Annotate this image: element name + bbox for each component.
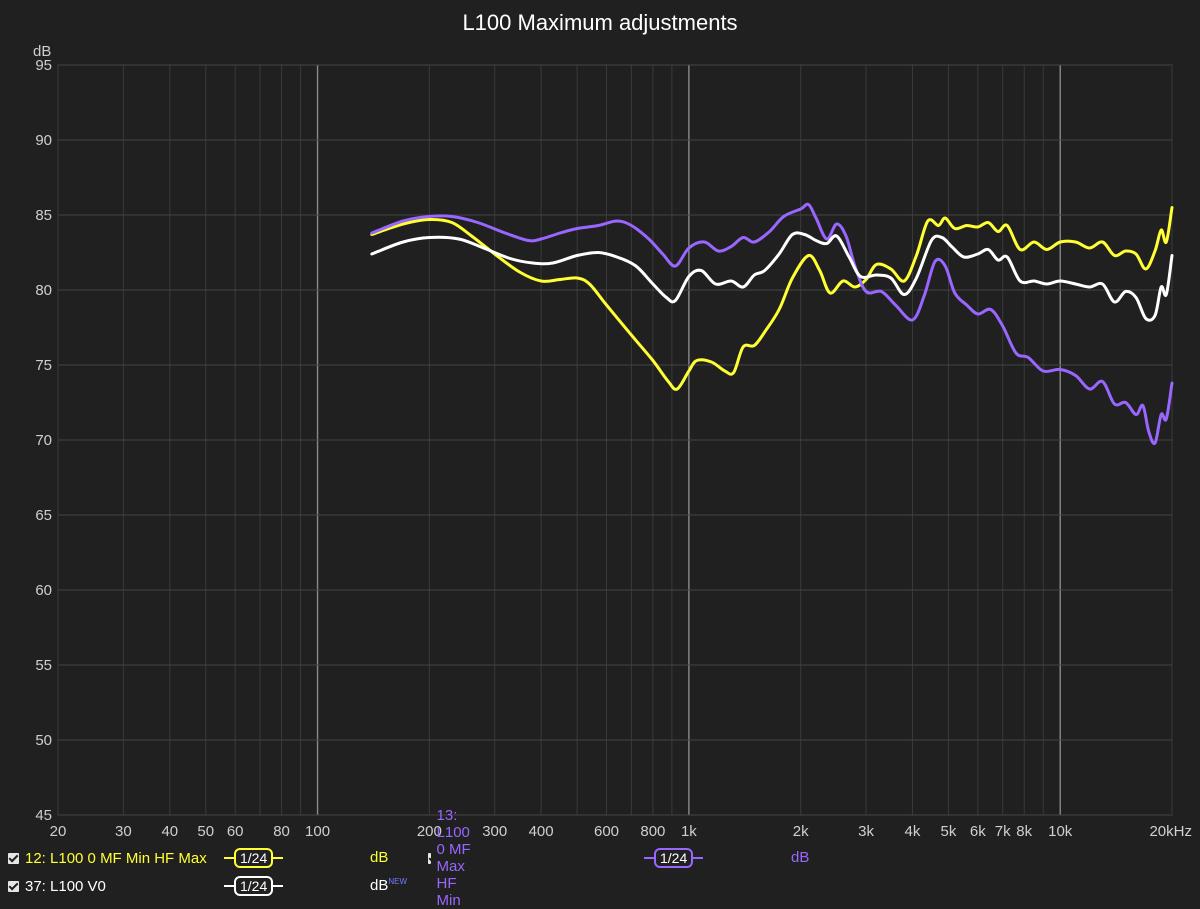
x-tick-label: 400 [529,823,554,840]
y-tick-label: 65 [35,507,52,524]
x-tick-label: 80 [273,823,290,840]
y-tick-label: 90 [35,132,52,149]
x-tick-label: 5k [941,823,957,840]
y-tick-label: 75 [35,357,52,374]
checkbox-13[interactable] [428,852,431,864]
series-line-3 [370,231,1174,322]
y-tick-label: 80 [35,282,52,299]
legend-label-13[interactable]: 13: L100 0 MF Max HF Min [436,807,471,909]
x-tick-label: 1k [681,823,697,840]
x-tick-label: 600 [594,823,619,840]
x-tick-label: 200 [417,823,442,840]
legend-item-37[interactable]: 37: L100 V0 [8,878,106,895]
series-line-1 [370,206,1174,391]
unit-12: dB [370,849,389,866]
chart-title: L100 Maximum adjustments [462,10,737,35]
x-tick-label: 10k [1048,823,1073,840]
y-tick-label: 45 [35,807,52,824]
x-tick-label: 20 [50,823,67,840]
y-tick-label: 70 [35,432,52,449]
tick-labels: 45 50 55 60 65 70 75 80 85 90 95 20 30 40 50 60 80 100 200… [35,57,1192,840]
x-tick-label: 60 [227,823,244,840]
legend-label-12[interactable]: 12: L100 0 MF Min HF Max [25,849,207,867]
y-tick-label: 55 [35,657,52,674]
x-tick-label: 50 [197,823,214,840]
x-tick-label: 6k [970,823,986,840]
new-tag: NEW [388,877,408,886]
series-group [370,202,1174,446]
x-tick-label: 8k [1016,823,1032,840]
y-tick-label: 50 [35,732,52,749]
y-tick-label: 95 [35,57,52,74]
smoothing-badge-12[interactable]: 1/24 [224,848,284,868]
legend-row-2: 37: L100 V0 1/24 dBNEW [8,875,407,897]
y-tick-label: 60 [35,582,52,599]
x-tick-label: 20kHz [1149,823,1192,840]
checkbox-37[interactable] [8,880,19,892]
x-tick-label: 100 [305,823,330,840]
unit-13: dB [791,849,810,866]
y-axis-label: dB [33,43,51,60]
smoothing-badge-13[interactable]: 1/24 [644,848,704,868]
legend-label-37[interactable]: 37: L100 V0 [25,877,106,895]
smoothing-badge-37[interactable]: 1/24 [224,876,284,896]
legend-row-1: 12: L100 0 MF Min HF Max 1/24 dB 13: L10… [8,807,809,909]
legend-item-13[interactable]: 13: L100 0 MF Max HF Min [428,807,478,909]
x-tick-label: 40 [161,823,178,840]
grid [57,64,1173,816]
x-tick-label: 30 [115,823,132,840]
legend-item-12[interactable]: 12: L100 0 MF Min HF Max [8,850,207,867]
x-tick-label: 800 [640,823,665,840]
x-tick-label: 4k [905,823,921,840]
x-tick-label: 300 [482,823,507,840]
x-tick-label: 7k [995,823,1011,840]
unit-37: dBNEW [370,877,408,894]
x-tick-label: 2k [793,823,809,840]
checkbox-12[interactable] [8,852,19,864]
y-tick-label: 85 [35,207,52,224]
x-tick-label: 3k [858,823,874,840]
series-line-2 [370,202,1174,446]
